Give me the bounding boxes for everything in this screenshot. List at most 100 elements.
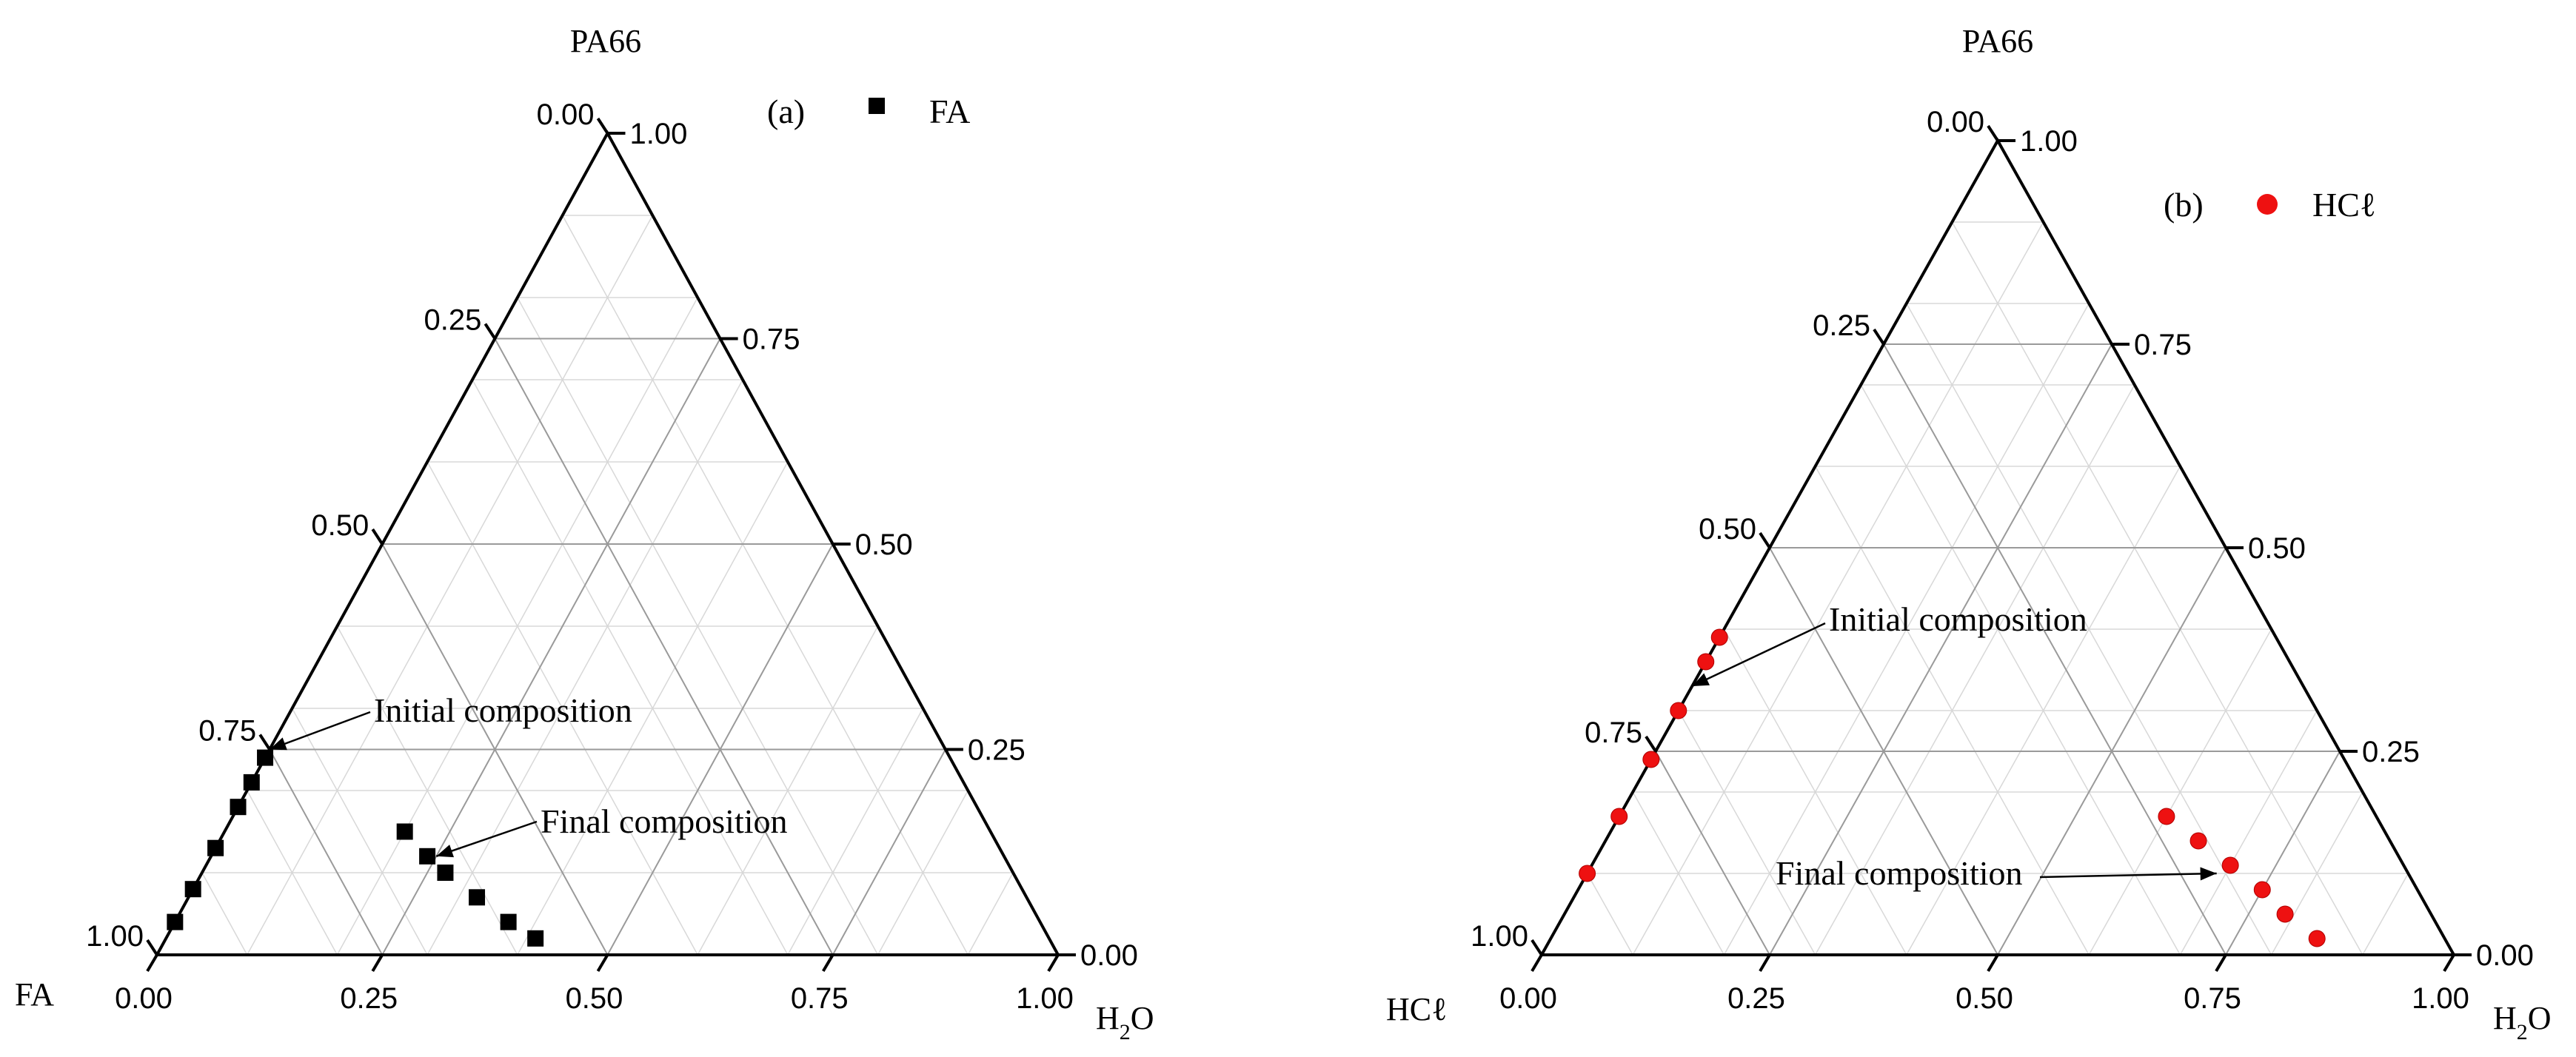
grid-line <box>1723 628 1907 956</box>
tick-label-right-4: 1.00 <box>630 118 688 150</box>
vertex-label-right: H2O <box>1096 1000 1154 1044</box>
legend-label-a: FA <box>929 93 970 130</box>
data-point <box>2189 832 2207 850</box>
tick-bottom <box>2443 953 2455 973</box>
tick-left <box>1987 124 1999 142</box>
annotation-initial-a: Initial composition <box>374 691 632 729</box>
vertex-label-left: HCℓ <box>1386 991 1447 1027</box>
tick-left <box>596 117 609 135</box>
tick-label-left-0: 0.00 <box>537 98 595 131</box>
data-point <box>1642 751 1660 768</box>
arrow-line <box>435 820 538 857</box>
tick-bottom <box>2215 953 2227 973</box>
data-point <box>1579 865 1596 882</box>
grid-line <box>787 708 924 956</box>
vertex-label-right-main: H <box>1096 1000 1120 1036</box>
grid-line <box>426 379 743 956</box>
data-point <box>2221 856 2239 874</box>
arrow-line <box>269 711 371 751</box>
grid-line-major <box>1883 343 2227 956</box>
tick-label-left-1: 0.25 <box>1813 309 1870 342</box>
data-point <box>1710 628 1728 646</box>
tick-label-left-3: 0.75 <box>198 715 256 748</box>
vertex-label-top: PA66 <box>570 23 641 59</box>
tick-bottom <box>822 953 834 973</box>
grid-line <box>1860 384 2181 956</box>
data-point <box>230 799 247 816</box>
data-point <box>396 823 413 840</box>
grid-line-major <box>1997 547 2227 956</box>
grid-line-major <box>494 338 834 956</box>
tick-label-left-3: 0.75 <box>1585 717 1642 749</box>
data-point <box>500 913 517 930</box>
grid-line <box>2270 791 2363 956</box>
tick-label-right-3: 0.75 <box>743 323 800 356</box>
tick-label-bottom-3: 0.75 <box>2184 982 2241 1015</box>
grid-line <box>1586 873 1633 956</box>
grid-line <box>336 625 518 956</box>
grid-line-major <box>381 543 609 956</box>
tick-label-right-3: 0.75 <box>2134 329 2192 361</box>
grid-line <box>472 379 789 956</box>
tick-left <box>484 323 497 340</box>
data-point <box>207 839 224 856</box>
legend-marker-square <box>869 98 885 114</box>
tick-label-bottom-2: 0.50 <box>566 982 623 1015</box>
annotation-arrows-b <box>1691 622 2217 881</box>
vertex-label-right-tail: O <box>2528 1000 2552 1036</box>
vertex-label-left: FA <box>15 976 54 1013</box>
vertex-label-right-main: H <box>2493 1000 2517 1036</box>
tick-label-bottom-1: 0.25 <box>340 982 398 1015</box>
tick-label-left-2: 0.50 <box>1699 513 1756 546</box>
tick-label-bottom-0: 0.00 <box>115 982 173 1015</box>
legend-label-b: HCℓ <box>2312 186 2376 224</box>
grid-line-major <box>1769 547 1998 956</box>
data-points-a <box>167 749 544 947</box>
grid-line-major <box>2225 751 2341 956</box>
data-point <box>469 889 486 906</box>
grid-line-major <box>269 749 384 956</box>
annotation-final-a: Final composition <box>541 802 788 840</box>
tick-bottom <box>596 953 609 973</box>
data-point <box>243 774 260 791</box>
tick-label-bottom-4: 1.00 <box>2412 982 2469 1015</box>
vertex-label-right-tail: O <box>1131 1000 1154 1036</box>
data-point <box>1610 808 1628 825</box>
grid-line <box>247 790 338 956</box>
data-point <box>2308 930 2326 947</box>
grid-line <box>201 872 248 956</box>
tick-marks-a <box>146 117 1076 973</box>
vertex-label-top: PA66 <box>1962 23 2033 59</box>
tick-bottom <box>1047 953 1060 973</box>
grid-line-major <box>1769 343 2112 956</box>
data-point <box>437 865 454 881</box>
vertex-label-right: H2O <box>2493 1000 2552 1044</box>
grid-line <box>2362 873 2409 956</box>
tick-label-right-0: 0.00 <box>2476 939 2534 972</box>
tick-left <box>371 528 384 546</box>
tick-label-bottom-2: 0.50 <box>1956 982 2013 1015</box>
tick-bottom <box>1987 953 1999 973</box>
tick-label-left-2: 0.50 <box>311 509 369 542</box>
tick-bottom <box>1530 953 1543 973</box>
legend-marker-circle <box>2257 194 2278 215</box>
tick-label-right-2: 0.50 <box>855 528 913 561</box>
grid-a <box>201 215 1014 956</box>
tick-label-left-4: 1.00 <box>86 920 144 953</box>
data-point <box>2253 881 2271 899</box>
vertex-label-right-sub: 2 <box>2517 1020 2528 1044</box>
data-points-b <box>1579 628 2326 947</box>
data-point <box>1697 653 1715 671</box>
panel-label-a: (a) <box>767 93 805 130</box>
tick-label-left-0: 0.00 <box>1927 106 1984 138</box>
tick-left <box>1873 328 1885 346</box>
arrow-head <box>436 845 455 858</box>
tick-bottom <box>1759 953 1771 973</box>
tick-left <box>1530 939 1543 956</box>
arrow-line <box>1691 622 1826 688</box>
arrow-head <box>270 737 287 751</box>
data-point <box>419 848 436 865</box>
tick-label-right-4: 1.00 <box>2020 125 2078 158</box>
tick-label-bottom-4: 1.00 <box>1016 982 1074 1015</box>
